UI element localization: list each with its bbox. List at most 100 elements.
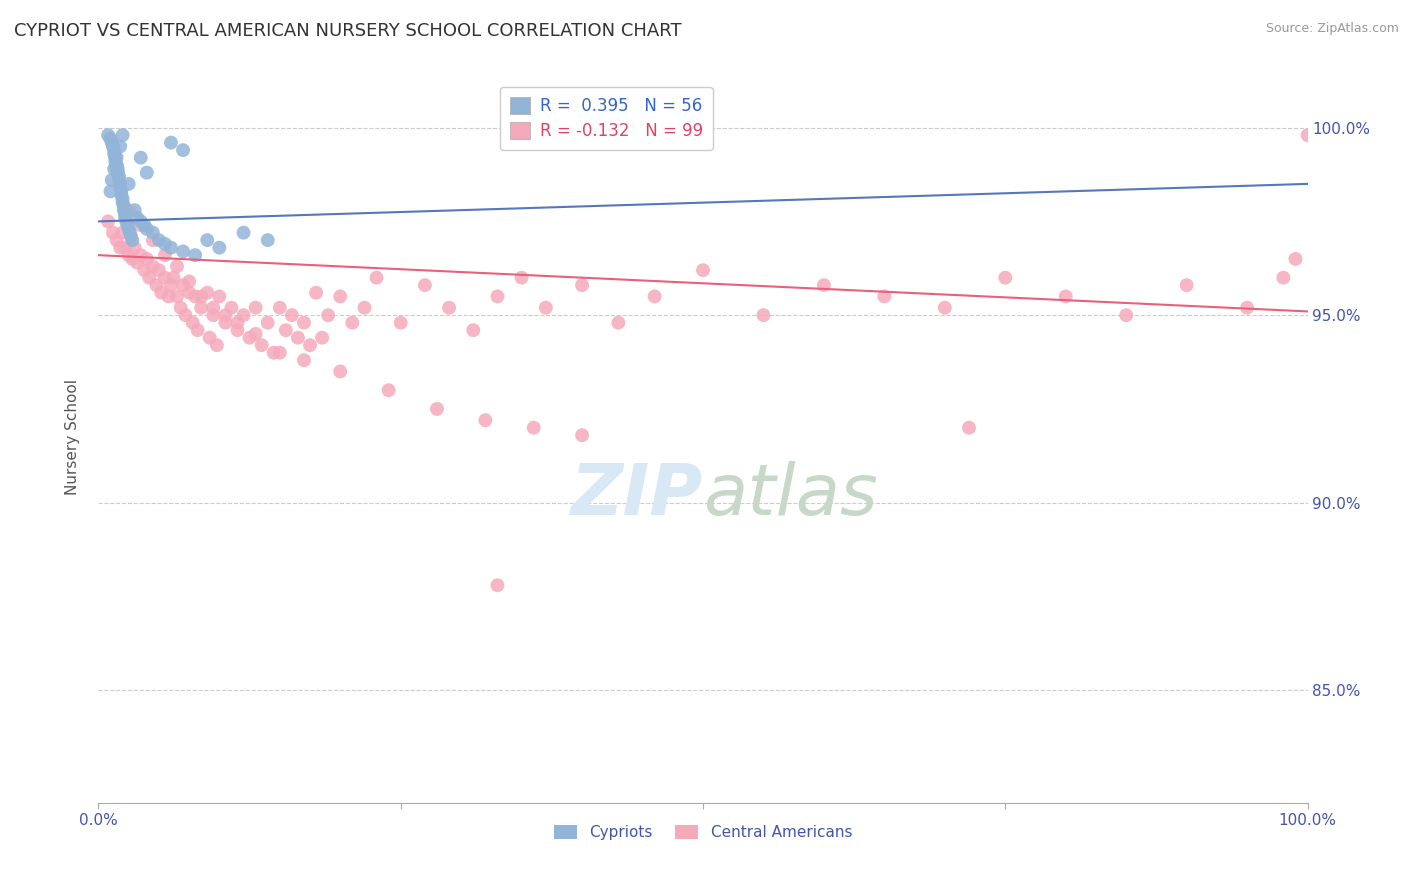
Point [166, 289, 188, 303]
Point [181, 316, 204, 330]
Point [269, 345, 291, 359]
Point [101, 226, 124, 240]
Y-axis label: Nursery School: Nursery School [65, 379, 80, 495]
Point [124, 203, 146, 218]
Point [97, 214, 120, 228]
Point [110, 188, 132, 202]
Point [342, 316, 364, 330]
Point [190, 289, 212, 303]
Point [1296, 128, 1319, 142]
Point [118, 222, 141, 236]
Point [377, 383, 399, 397]
Point [162, 270, 184, 285]
Point [142, 260, 165, 274]
Point [245, 326, 267, 341]
Point [127, 255, 149, 269]
Point [239, 331, 262, 345]
Point [184, 289, 207, 303]
Point [250, 338, 273, 352]
Point [329, 289, 352, 303]
Point [114, 211, 136, 225]
Point [195, 233, 218, 247]
Legend: Cypriots, Central Americans: Cypriots, Central Americans [548, 819, 858, 847]
Point [221, 301, 243, 315]
Point [366, 270, 388, 285]
Point [205, 338, 228, 352]
Point [157, 289, 180, 303]
Point [120, 229, 142, 244]
Point [100, 173, 122, 187]
Point [110, 185, 132, 199]
Point [389, 316, 412, 330]
Point [172, 244, 194, 259]
Point [571, 428, 593, 442]
Point [112, 199, 135, 213]
Point [135, 222, 157, 236]
Point [245, 301, 267, 315]
Point [103, 147, 125, 161]
Point [934, 301, 956, 315]
Point [994, 270, 1017, 285]
Point [198, 331, 221, 345]
Point [114, 207, 136, 221]
Point [142, 233, 165, 247]
Point [269, 301, 291, 315]
Point [287, 331, 309, 345]
Point [316, 308, 339, 322]
Point [232, 308, 254, 322]
Point [108, 177, 131, 191]
Point [105, 158, 128, 172]
Text: atlas: atlas [703, 461, 877, 530]
Point [134, 218, 156, 232]
Point [214, 316, 236, 330]
Point [121, 252, 143, 266]
Point [135, 252, 157, 266]
Point [127, 211, 149, 225]
Point [100, 132, 122, 146]
Point [112, 203, 135, 218]
Point [1284, 252, 1306, 266]
Point [160, 241, 183, 255]
Point [121, 233, 143, 247]
Point [153, 236, 176, 251]
Point [118, 248, 141, 262]
Point [292, 353, 315, 368]
Point [142, 226, 165, 240]
Point [873, 289, 896, 303]
Point [232, 226, 254, 240]
Point [202, 301, 225, 315]
Point [118, 226, 141, 240]
Point [118, 177, 141, 191]
Point [101, 139, 124, 153]
Point [115, 214, 138, 228]
Point [256, 233, 278, 247]
Point [523, 420, 546, 434]
Point [214, 308, 236, 322]
Point [160, 136, 183, 150]
Point [172, 143, 194, 157]
Point [413, 278, 436, 293]
Point [1236, 301, 1258, 315]
Point [105, 158, 128, 172]
Point [187, 323, 209, 337]
Point [353, 301, 375, 315]
Point [607, 316, 630, 330]
Point [166, 260, 188, 274]
Point [1115, 308, 1137, 322]
Point [534, 301, 557, 315]
Point [134, 263, 156, 277]
Point [208, 241, 231, 255]
Point [1175, 278, 1198, 293]
Point [274, 323, 297, 337]
Point [174, 308, 197, 322]
Point [103, 161, 125, 176]
Point [281, 308, 304, 322]
Point [195, 285, 218, 300]
Point [692, 263, 714, 277]
Point [813, 278, 835, 293]
Point [104, 151, 127, 165]
Point [202, 308, 225, 322]
Text: Source: ZipAtlas.com: Source: ZipAtlas.com [1265, 22, 1399, 36]
Point [138, 270, 160, 285]
Point [172, 278, 194, 293]
